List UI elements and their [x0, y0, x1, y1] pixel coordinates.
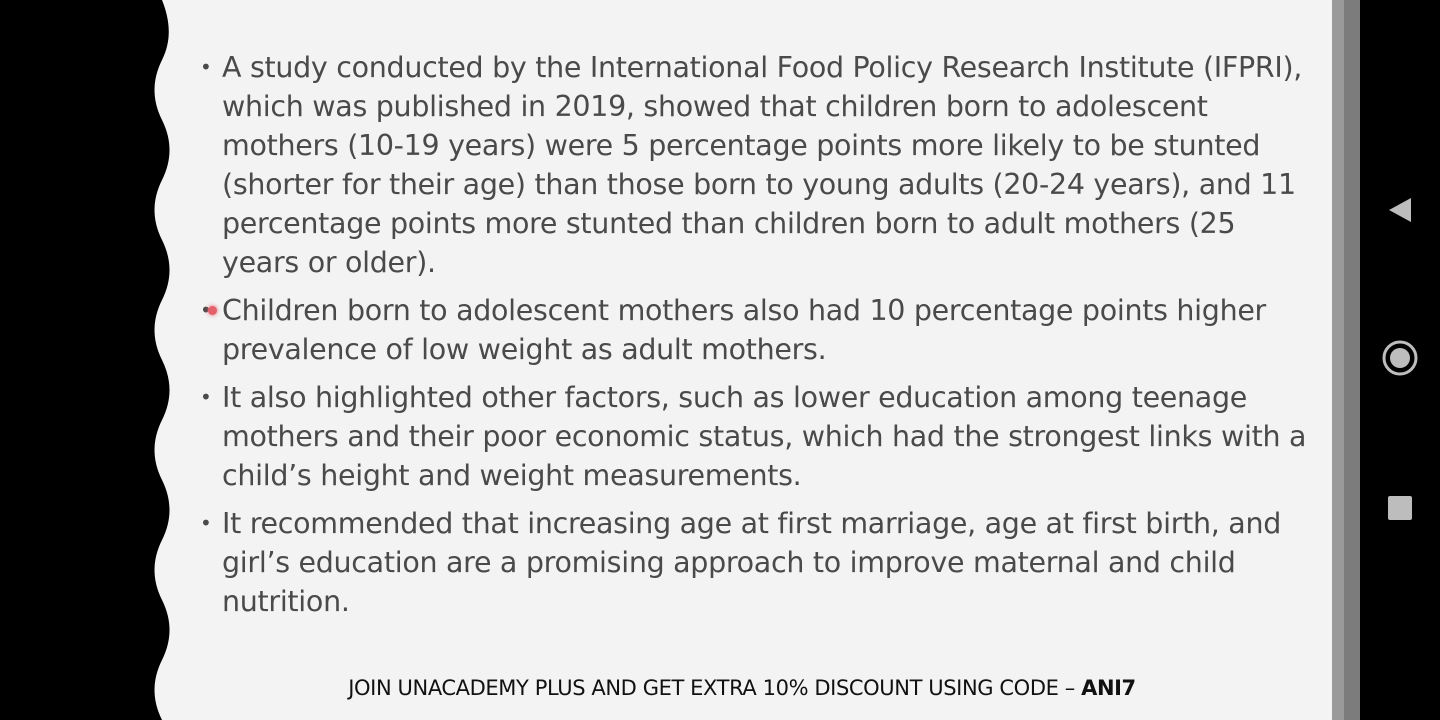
bullet-point-with-pointer: •	[200, 291, 217, 330]
recents-button[interactable]	[1374, 482, 1426, 534]
bullet-point: •	[200, 511, 212, 535]
left-letterbox	[0, 0, 152, 720]
bullet-text: It recommended that increasing age at fi…	[222, 507, 1282, 618]
recents-square-icon	[1388, 496, 1412, 520]
promo-footer: JOIN UNACADEMY PLUS AND GET EXTRA 10% DI…	[152, 676, 1332, 700]
slide-wavy-edge	[150, 0, 170, 720]
bullet-item-1: • A study conducted by the International…	[200, 48, 1308, 282]
bullet-item-2: • Children born to adolescent mothers al…	[200, 291, 1308, 369]
home-button[interactable]	[1374, 332, 1426, 384]
bullet-text: A study conducted by the International F…	[222, 51, 1303, 279]
bullet-list: • A study conducted by the International…	[200, 48, 1308, 630]
bullet-item-3: • It also highlighted other factors, suc…	[200, 378, 1308, 495]
promo-code: ANI7	[1081, 676, 1136, 700]
slide-right-border-inner	[1332, 0, 1344, 720]
home-circle-icon	[1382, 340, 1418, 376]
bullet-text: It also highlighted other factors, such …	[222, 381, 1307, 492]
bullet-point: •	[200, 385, 212, 409]
android-navigation-bar	[1360, 0, 1440, 720]
bullet-item-4: • It recommended that increasing age at …	[200, 504, 1308, 621]
presentation-slide: • A study conducted by the International…	[152, 0, 1332, 720]
back-triangle-icon	[1389, 198, 1411, 222]
promo-text: JOIN UNACADEMY PLUS AND GET EXTRA 10% DI…	[348, 676, 1082, 700]
bullet-text: Children born to adolescent mothers also…	[222, 294, 1266, 366]
back-button[interactable]	[1374, 184, 1426, 236]
bullet-point: •	[200, 55, 212, 79]
